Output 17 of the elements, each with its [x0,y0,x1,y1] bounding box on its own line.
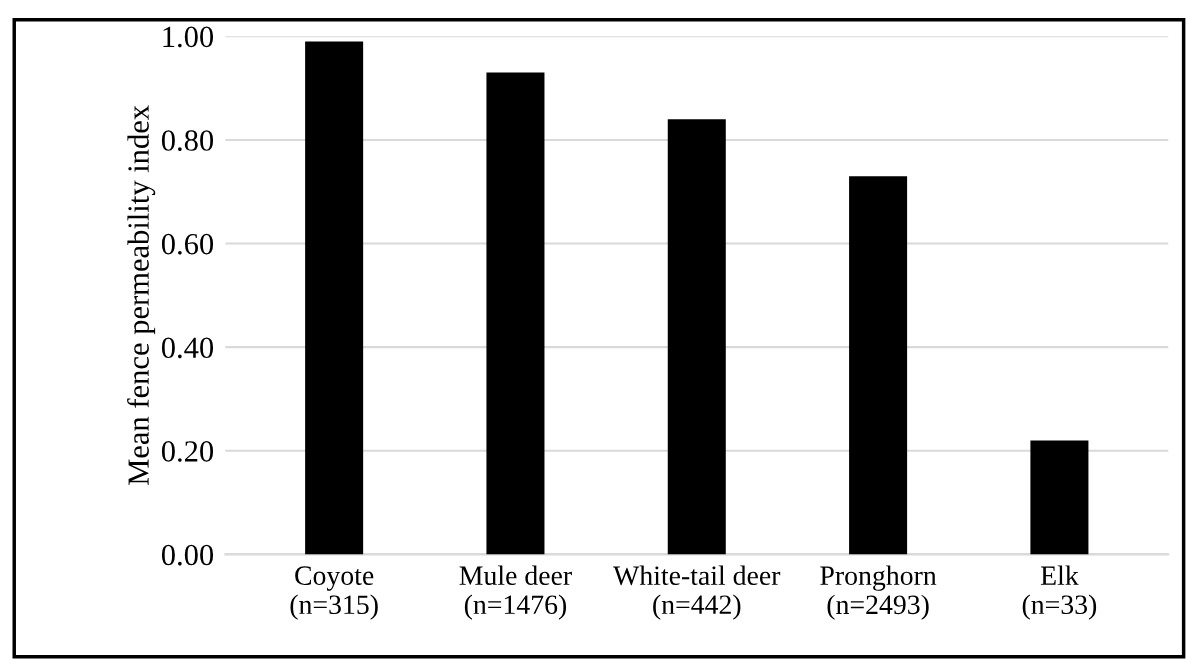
x-tick-label: Mule deer (n=1476) [459,565,572,620]
x-tick-label: Elk (n=33) [1022,565,1097,620]
y-tick-label: 0.00 [161,544,214,566]
x-tick-label: Pronghorn (n=2493) [820,565,937,620]
y-tick-label: 0.40 [161,337,214,359]
y-axis-title: Mean fence permeability index [127,105,156,485]
y-tick-label: 0.80 [161,130,214,151]
y-tick-label: 1.00 [163,26,214,48]
bar [1030,440,1089,555]
y-tick-label: 0.60 [161,233,214,255]
y-tick-label: 0.20 [161,441,214,462]
bar [849,176,908,555]
x-tick-label: Coyote (n=315) [290,566,378,620]
bar [486,72,545,555]
x-tick-label: White-tail deer (n=442) [613,565,781,620]
bar [667,119,726,555]
bar [305,41,364,555]
